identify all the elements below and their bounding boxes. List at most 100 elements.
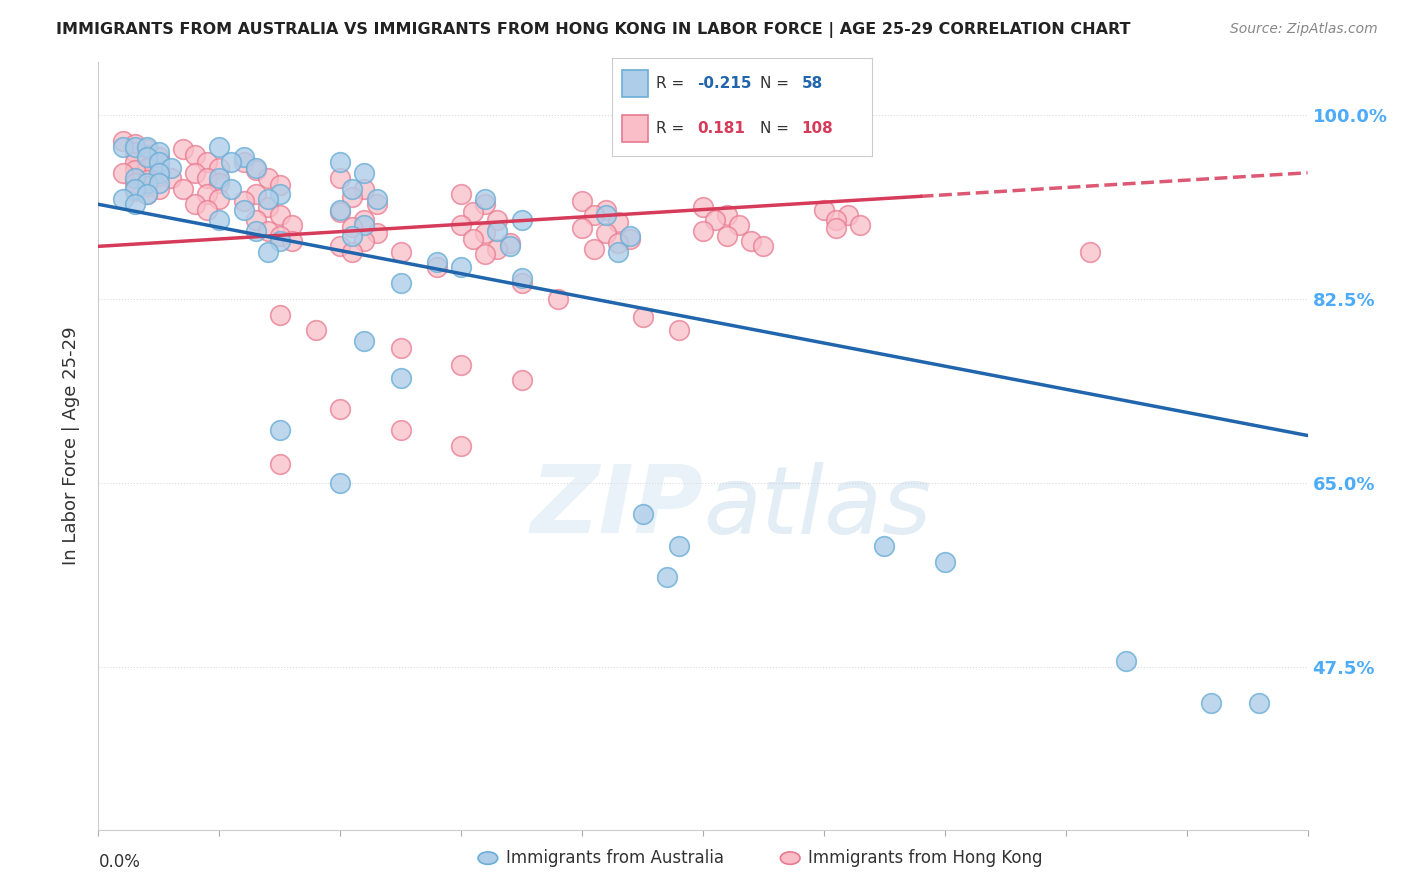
Point bbox=[124, 155, 146, 169]
Point bbox=[245, 213, 267, 227]
Point bbox=[450, 219, 472, 233]
Text: 108: 108 bbox=[801, 121, 834, 136]
Point bbox=[184, 166, 207, 180]
Point bbox=[111, 166, 134, 180]
Point bbox=[195, 186, 218, 201]
Point bbox=[716, 208, 738, 222]
Point bbox=[135, 148, 157, 162]
Point bbox=[571, 194, 593, 209]
Point bbox=[148, 181, 170, 195]
Point bbox=[148, 145, 170, 159]
Point bbox=[342, 181, 364, 195]
Point bbox=[256, 201, 278, 215]
Point bbox=[450, 358, 472, 372]
Text: 0.181: 0.181 bbox=[697, 121, 745, 136]
Point bbox=[269, 178, 291, 193]
Point bbox=[329, 171, 352, 186]
Point bbox=[124, 181, 146, 195]
Point bbox=[256, 192, 278, 206]
Point bbox=[1115, 655, 1137, 669]
Point bbox=[510, 373, 533, 387]
Point bbox=[486, 243, 509, 257]
Point bbox=[135, 150, 157, 164]
Point bbox=[353, 334, 375, 348]
Point bbox=[474, 226, 496, 240]
Point bbox=[426, 255, 449, 269]
Point bbox=[486, 223, 509, 237]
Point bbox=[160, 161, 183, 175]
Point bbox=[111, 139, 134, 153]
Point bbox=[269, 457, 291, 471]
Text: N =: N = bbox=[759, 76, 794, 90]
Point bbox=[172, 181, 194, 195]
Text: 58: 58 bbox=[801, 76, 823, 90]
Point bbox=[124, 184, 146, 198]
Point bbox=[752, 239, 775, 253]
Bar bbox=[621, 70, 648, 97]
Point bbox=[583, 243, 606, 257]
Point bbox=[148, 150, 170, 164]
Point bbox=[221, 155, 243, 169]
Point bbox=[329, 204, 352, 219]
Point bbox=[486, 213, 509, 227]
Point bbox=[195, 202, 218, 217]
Point bbox=[256, 244, 278, 259]
Point bbox=[474, 197, 496, 211]
Point bbox=[245, 223, 267, 237]
Point bbox=[595, 208, 617, 222]
Text: IMMIGRANTS FROM AUSTRALIA VS IMMIGRANTS FROM HONG KONG IN LABOR FORCE | AGE 25-2: IMMIGRANTS FROM AUSTRALIA VS IMMIGRANTS … bbox=[56, 22, 1130, 38]
Point bbox=[366, 197, 388, 211]
Text: Source: ZipAtlas.com: Source: ZipAtlas.com bbox=[1230, 22, 1378, 37]
Point bbox=[305, 323, 328, 337]
Point bbox=[208, 176, 231, 190]
Point bbox=[450, 439, 472, 453]
Point bbox=[655, 570, 678, 584]
Point bbox=[124, 176, 146, 190]
Point bbox=[366, 226, 388, 240]
Point bbox=[849, 219, 872, 233]
Point bbox=[571, 221, 593, 235]
Point bbox=[124, 137, 146, 152]
Point bbox=[389, 341, 412, 355]
Point bbox=[135, 142, 157, 156]
Point bbox=[426, 260, 449, 275]
Point bbox=[124, 171, 146, 186]
Point bbox=[269, 423, 291, 437]
Point bbox=[837, 208, 859, 222]
Point bbox=[135, 139, 157, 153]
Point bbox=[256, 223, 278, 237]
Point bbox=[245, 186, 267, 201]
Point bbox=[135, 173, 157, 187]
Point bbox=[124, 197, 146, 211]
Point bbox=[389, 370, 412, 384]
Point bbox=[148, 158, 170, 172]
Point bbox=[631, 310, 654, 324]
Text: 0.0%: 0.0% bbox=[98, 853, 141, 871]
Y-axis label: In Labor Force | Age 25-29: In Labor Force | Age 25-29 bbox=[62, 326, 80, 566]
Point bbox=[692, 223, 714, 237]
Point bbox=[269, 186, 291, 201]
Point bbox=[873, 539, 896, 553]
Text: R =: R = bbox=[655, 121, 685, 136]
Point bbox=[619, 232, 641, 246]
Point bbox=[353, 219, 375, 233]
Point bbox=[389, 244, 412, 259]
Point bbox=[232, 202, 254, 217]
Bar bbox=[621, 115, 648, 143]
Point bbox=[692, 201, 714, 215]
Point bbox=[825, 221, 848, 235]
Text: atlas: atlas bbox=[703, 462, 931, 553]
Point bbox=[366, 192, 388, 206]
Point bbox=[148, 155, 170, 169]
Point bbox=[269, 234, 291, 248]
Point bbox=[208, 192, 231, 206]
Point bbox=[607, 215, 630, 229]
Point bbox=[450, 186, 472, 201]
Point bbox=[329, 239, 352, 253]
Point bbox=[607, 244, 630, 259]
Text: R =: R = bbox=[655, 76, 689, 90]
Point bbox=[342, 220, 364, 235]
Point bbox=[208, 161, 231, 175]
Point bbox=[160, 171, 183, 186]
Point bbox=[184, 197, 207, 211]
